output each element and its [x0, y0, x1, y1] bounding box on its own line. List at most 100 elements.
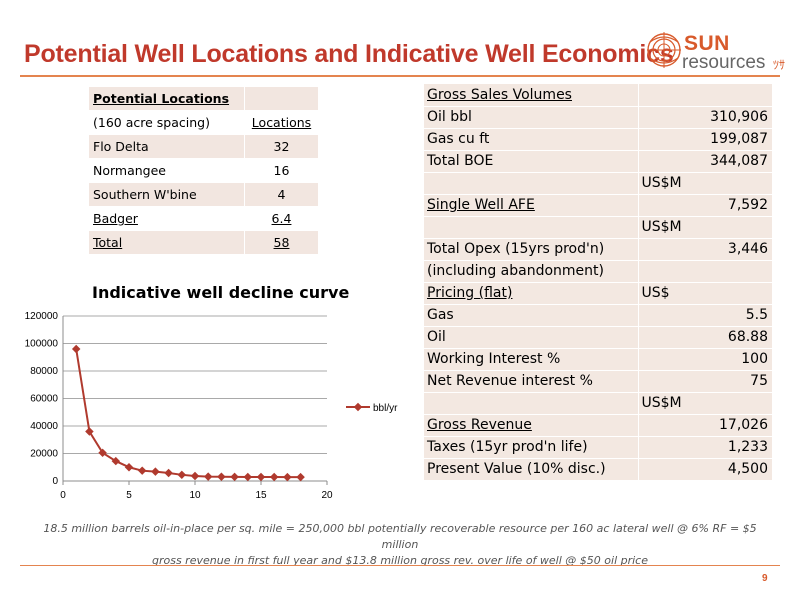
table-cell: Badger: [88, 206, 245, 231]
table-cell: Single Well AFE: [424, 194, 639, 217]
data-point: [243, 472, 253, 482]
footnote: 18.5 million barrels oil-in-place per sq…: [30, 521, 770, 569]
data-point: [137, 466, 147, 475]
table-row: Taxes (15yr prod'n life) 1,233: [424, 436, 772, 459]
data-point: [71, 344, 81, 354]
data-point: [283, 472, 292, 482]
table-cell: US$M: [638, 392, 772, 415]
chart-title: Indicative well decline curve: [92, 283, 350, 302]
table-row: Flo Delta 32: [88, 134, 319, 159]
table-cell: [638, 84, 772, 107]
table-row: Working Interest % 100: [424, 348, 772, 371]
data-point: [256, 472, 266, 482]
table-cell: Gas cu ft: [424, 128, 639, 151]
table-cell: [424, 172, 639, 195]
page-title: Potential Well Locations and Indicative …: [24, 40, 674, 68]
table-cell: Flo Delta: [88, 134, 245, 159]
table-cell: 17,026: [638, 414, 772, 437]
table-cell: Gross Sales Volumes: [424, 84, 639, 107]
table-cell: Taxes (15yr prod'n life): [424, 436, 639, 459]
x-tick-label: 10: [189, 490, 201, 501]
table-cell: Southern W'bine: [88, 182, 245, 207]
data-point: [85, 427, 94, 436]
data-point: [124, 463, 134, 472]
table-cell: 344,087: [638, 150, 772, 173]
table-cell: 75: [638, 370, 772, 393]
table-row: US$M: [424, 172, 772, 195]
sun-emblem-icon: [647, 32, 681, 68]
table-row: Southern W'bine 4: [88, 182, 319, 207]
x-tick-label: 20: [321, 490, 333, 501]
table-row: Single Well AFE 7,592: [424, 194, 772, 217]
table-cell: 100: [638, 348, 772, 371]
table-row: Total Opex (15yrs prod'n) 3,446: [424, 238, 772, 261]
table-row: Gross Sales Volumes: [424, 84, 772, 107]
table-row: Oil bbl 310,906: [424, 106, 772, 129]
table-header-cell: Potential Locations: [88, 86, 245, 111]
y-tick-label: 20000: [30, 449, 58, 460]
table-cell: Gross Revenue: [424, 414, 639, 437]
table-cell: 3,446: [638, 238, 772, 261]
table-cell: Total Opex (15yrs prod'n): [424, 238, 639, 261]
data-point: [296, 472, 305, 482]
table-row: US$M: [424, 216, 772, 239]
y-tick-label: 120000: [25, 311, 59, 322]
data-point: [98, 448, 107, 458]
data-point: [203, 472, 213, 481]
x-tick-label: 0: [60, 490, 66, 501]
table-cell: Pricing (flat): [424, 282, 639, 305]
table-cell: Oil bbl: [424, 106, 639, 129]
table-cell: 32: [244, 134, 319, 159]
table-cell: (160 acre spacing): [88, 110, 245, 135]
table-row: Potential Locations: [88, 86, 319, 111]
table-row: Badger 6.4: [88, 206, 319, 231]
y-tick-label: 40000: [30, 421, 58, 432]
title-divider: [20, 75, 780, 77]
legend-label: bbl/yr: [373, 403, 398, 414]
logo-mark-icon: ﾂｻ: [773, 58, 786, 72]
potential-locations-table: Potential Locations (160 acre spacing) L…: [88, 86, 319, 255]
x-tick-label: 15: [255, 490, 267, 501]
table-cell: [638, 260, 772, 283]
table-row: Pricing (flat) US$: [424, 282, 772, 305]
y-tick-label: 0: [52, 476, 58, 487]
table-row: Present Value (10% disc.) 4,500: [424, 458, 772, 481]
decline-curve-chart: 0 20000 40000 60000 80000 100000 120000 0 5 10 15 2…: [25, 311, 398, 501]
table-cell: US$M: [638, 172, 772, 195]
table-cell: 1,233: [638, 436, 772, 459]
table-row: Total 58: [88, 230, 319, 255]
table-header-cell: [244, 86, 319, 111]
table-row: (including abandonment): [424, 260, 772, 283]
logo-text-resources: resources: [682, 52, 766, 73]
well-economics-table: Gross Sales Volumes Oil bbl 310,906 Gas c…: [424, 84, 772, 481]
legend-marker: [353, 402, 363, 412]
table-row: Gas cu ft 199,087: [424, 128, 772, 151]
data-point: [164, 468, 173, 478]
table-row: Gas 5.5: [424, 304, 772, 327]
table-row: Gross Revenue 17,026: [424, 414, 772, 437]
data-point: [111, 456, 121, 466]
table-cell: Oil: [424, 326, 639, 349]
data-point: [217, 472, 226, 481]
table-row: Net Revenue interest % 75: [424, 370, 772, 393]
logo-text-sun: SUN: [684, 32, 730, 55]
table-row: (160 acre spacing) Locations: [88, 110, 319, 135]
series-line: [75, 348, 301, 479]
table-cell: US$: [638, 282, 772, 305]
table-cell: Normangee: [88, 158, 245, 183]
table-cell: Working Interest %: [424, 348, 639, 371]
table-cell: 16: [244, 158, 319, 183]
table-cell: Net Revenue interest %: [424, 370, 639, 393]
y-tick-label: 60000: [30, 394, 58, 405]
y-tick-label: 100000: [25, 339, 59, 350]
table-cell: 7,592: [638, 194, 772, 217]
table-row: Oil 68.88: [424, 326, 772, 349]
table-cell: Total: [88, 230, 245, 255]
table-cell: 4: [244, 182, 319, 207]
footnote-line: 18.5 million barrels oil-in-place per sq…: [43, 522, 757, 551]
table-cell: Total BOE: [424, 150, 639, 173]
table-cell: (including abandonment): [424, 260, 639, 283]
table-row: US$M: [424, 392, 772, 415]
x-tick-label: 5: [126, 490, 132, 501]
footer-divider: [20, 565, 780, 566]
